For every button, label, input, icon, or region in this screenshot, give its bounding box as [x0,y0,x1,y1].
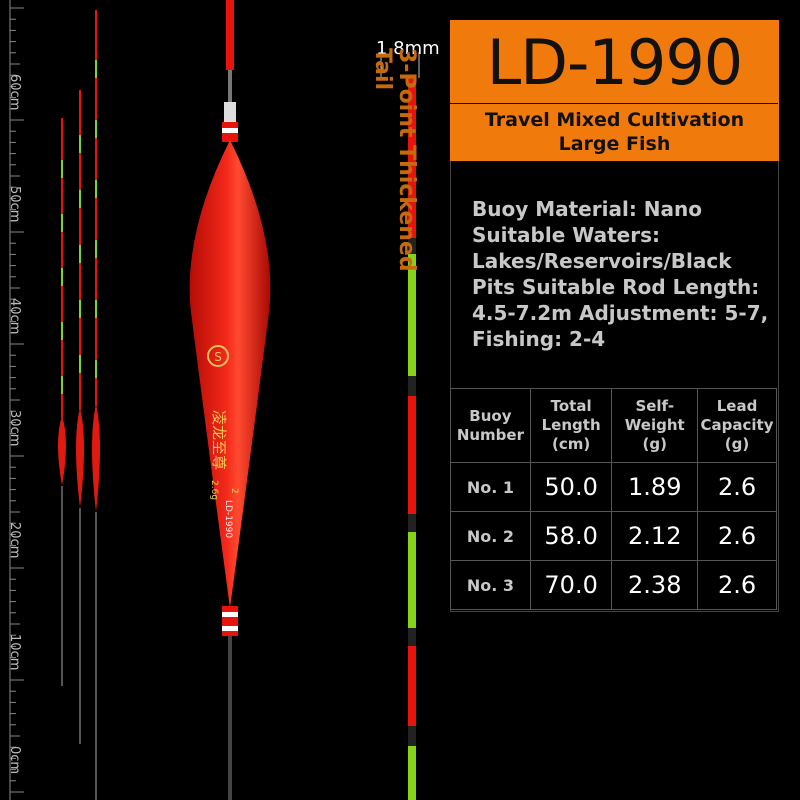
title-divider [450,103,778,104]
cell-total-length: 50.0 [529,462,613,512]
small-floats-image [58,10,100,800]
header-lead-capacity: Lead Capacity (g) [697,388,777,463]
cell-self-weight: 2.12 [611,511,699,561]
spec-line: Lakes/Reservoirs/Black [472,249,732,273]
ruler [9,0,24,800]
header-self-weight: Self-Weight (g) [611,388,699,463]
product-subtitle: Travel Mixed Cultivation Large Fish [451,108,778,156]
cell-self-weight: 2.38 [611,560,699,610]
spec-line: Buoy Material: Nano [472,197,702,221]
svg-text:S: S [214,350,222,364]
subtitle-line-2: Large Fish [558,133,671,155]
subtitle-box: Travel Mixed Cultivation Large Fish [450,103,779,161]
ruler-label-40: 40cm [7,298,22,335]
ruler-label-20: 20cm [7,522,22,559]
ruler-label-60: 60cm [7,74,22,111]
cell-lead-capacity: 2.6 [697,560,777,610]
float-number-mark: 2 [229,488,239,494]
cell-lead-capacity: 2.6 [697,462,777,512]
cell-lead-capacity: 2.6 [697,511,777,561]
cell-total-length: 70.0 [529,560,613,610]
ruler-ticks [9,0,24,800]
tail-closeup-image [380,52,420,800]
tail-callout-line1: 3-Point Thickened [394,48,419,272]
table-header-row: Buoy Number Total Length (cm) Self-Weigh… [450,388,777,463]
model-title-box: LD-1990 [450,20,779,106]
spec-table: Buoy Number Total Length (cm) Self-Weigh… [450,388,777,610]
float-brand-text: 凌龙至尊 [210,410,228,470]
small-float-1 [58,118,66,686]
float-model-mark: LD-1990 [223,500,233,538]
small-float-3 [92,10,100,800]
cell-total-length: 58.0 [529,511,613,561]
tail-callout-line2: Tail [370,48,395,91]
ruler-label-0: 0cm [7,746,22,775]
header-total-length: Total Length (cm) [529,388,613,463]
cell-buoy-number: No. 1 [450,462,531,512]
header-buoy-number: Buoy Number [450,388,531,463]
large-float-body [189,140,271,608]
table-row: No. 2 58.0 2.12 2.6 [450,511,777,561]
spec-line: 4.5-7.2m Adjustment: 5-7, [472,301,769,325]
table-row: No. 3 70.0 2.38 2.6 [450,560,777,610]
diameter-callout: 1.8mm [376,38,440,59]
ruler-label-50: 50cm [7,186,22,223]
ruler-label-30: 30cm [7,410,22,447]
large-float-tip [226,0,234,70]
model-title: LD-1990 [486,26,743,99]
float-weight-mark: 2.6g [209,480,219,500]
table-row: No. 1 50.0 1.89 2.6 [450,462,777,512]
spec-line: Suitable Waters: [472,223,660,247]
tail-callout: 3-Point Thickened Tail [370,48,419,272]
brand-logo-icon [207,345,229,367]
spec-text: Buoy Material: Nano Suitable Waters: Lak… [472,196,772,352]
spec-line: Fishing: 2-4 [472,327,606,351]
ruler-label-10: 10cm [7,634,22,671]
subtitle-line-1: Travel Mixed Cultivation [484,109,745,131]
cell-self-weight: 1.89 [611,462,699,512]
large-float-image: S 凌龙至尊 2.6g 2 LD-1990 [189,0,271,800]
small-float-2 [76,90,84,744]
spec-line: Pits Suitable Rod Length: [472,275,760,299]
cell-buoy-number: No. 2 [450,511,531,561]
cell-buoy-number: No. 3 [450,560,531,610]
